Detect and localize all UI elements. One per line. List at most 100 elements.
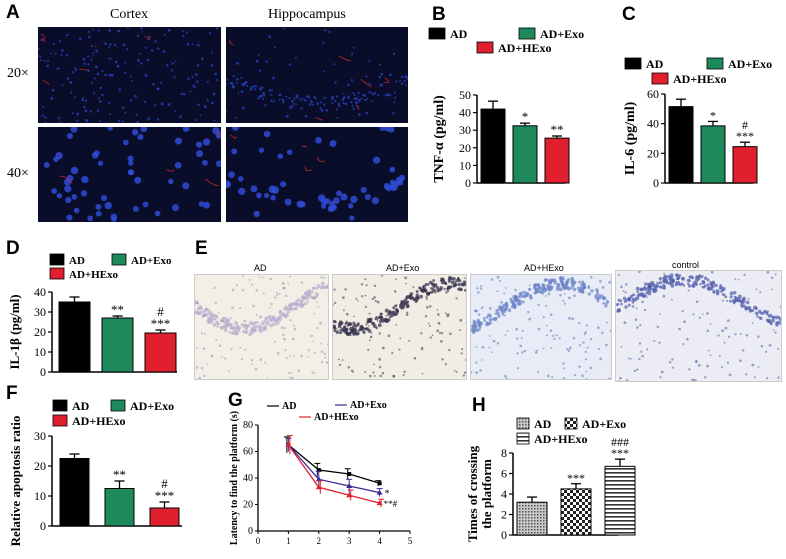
chart-h-ylabel-0: Times of crossing [468, 445, 480, 542]
chart-h-sig-ad-hexo-0: ### [611, 435, 629, 449]
chart-g-line-ad-exo [287, 444, 380, 494]
ihc-image-control-tissue [616, 271, 781, 381]
chart-c-legend-label-ad: AD [646, 57, 664, 71]
chart-latency: 0 20 40 60 80 0 1 2 3 4 5 Latency to find the platf… [229, 400, 413, 546]
chart-h-legend-swatch-ad-exo [564, 417, 578, 430]
chart-g-xtick-label-5: 5 [408, 536, 413, 546]
chart-h-ytick-label-8: 8 [501, 446, 507, 460]
chart-b-bar-ad-exo [512, 125, 538, 184]
chart-c-bar-ad [668, 106, 694, 184]
chart-d-ylabel: IL-1β (pg/ml) [7, 294, 22, 369]
chart-b-bar-ad [480, 108, 506, 184]
chart-c-sig-ad-hexo-0: # [742, 118, 748, 132]
chart-h-sig-ad-hexo-1: *** [611, 446, 629, 460]
chart-f-legend-swatch-ad-hexo [52, 414, 68, 427]
chart-c-bar-ad-hexo [732, 146, 758, 184]
panel-letter-g: G [228, 390, 243, 411]
chart-d-ytick-label-40: 40 [34, 285, 46, 299]
micrograph-hippocampus-40x-cells [226, 127, 406, 221]
panel-letter-d: D [6, 238, 20, 259]
chart-f-legend-label-ad-exo: AD+Exo [130, 399, 174, 413]
ihc-label-ad-hexo: AD+HExo [524, 263, 564, 273]
chart-h-legend-label-ad: AD [534, 417, 552, 431]
chart-g-line-ad [287, 444, 380, 484]
chart-g-xtick-label-1: 1 [286, 536, 291, 546]
chart-d-legend-swatch-ad [49, 253, 65, 266]
chart-b-ytick-label-30: 30 [459, 123, 471, 137]
ihc-label-ad-exo: AD+Exo [386, 263, 420, 273]
chart-b-ytick-label-10: 10 [459, 158, 471, 172]
chart-h-bar-ad-exo [560, 488, 592, 536]
chart-apoptosis: AD AD+Exo AD+HExo 0 10 20 30 Relative apoptosis… [8, 399, 182, 547]
chart-c-ylabel: IL-6 (pg/ml) [623, 101, 638, 175]
chart-f-legend-swatch-ad [52, 399, 68, 412]
chart-d-sig-ad-hexo-0: # [157, 304, 164, 319]
chart-d-ytick-label-30: 30 [34, 305, 46, 319]
chart-c-ytick-label-20: 20 [647, 146, 659, 160]
chart-g-ytick-label-80: 80 [243, 420, 253, 431]
chart-d-ytick-label-0: 0 [40, 365, 46, 379]
chart-d-sig-ad-exo: ** [111, 302, 124, 317]
chart-il-1-beta: AD AD+Exo AD+HExo 0 10 20 30 40 IL-1β (pg/ml) ** #… [7, 253, 177, 379]
micrograph-cortex-20x [38, 27, 221, 123]
chart-g-point-ad-hexo-2 [315, 484, 322, 490]
chart-h-bar-ad [516, 501, 548, 536]
chart-g-ytick-label-40: 40 [243, 473, 253, 484]
chart-b-ytick-label-40: 40 [459, 106, 471, 120]
chart-g-legend-label-ad: AD [282, 401, 296, 412]
chart-d-legend-label-ad-exo: AD+Exo [131, 255, 172, 267]
chart-g-point-ad-hexo-1 [285, 441, 292, 447]
micrograph-cortex-20x-cells [38, 27, 219, 123]
chart-b-ytick-label-20: 20 [459, 141, 471, 155]
chart-b-legend-label-ad-exo: AD+Exo [540, 27, 584, 41]
chart-c-legend-swatch-ad-exo [706, 57, 724, 70]
chart-b-ytick-label-0: 0 [465, 176, 471, 190]
chart-g-point-ad-3 [347, 472, 352, 477]
chart-f-ytick-label-20: 20 [34, 459, 46, 473]
panel-letter-h: H [472, 395, 486, 416]
chart-c-ytick-label-0: 0 [653, 176, 659, 190]
chart-g-xtick-label-0: 0 [256, 536, 261, 546]
chart-b-ytick-label-50: 50 [459, 88, 471, 102]
chart-d-bar-ad [58, 301, 91, 373]
chart-g-ylabel: Latency to find the platform (s) [229, 411, 240, 545]
chart-g-ytick-label-60: 60 [243, 447, 253, 458]
chart-b-bar-ad-hexo [544, 137, 570, 184]
chart-g-xtick-label-3: 3 [347, 536, 352, 546]
chart-h-bar-ad-hexo [604, 465, 636, 536]
chart-g-point-ad-4 [377, 481, 382, 486]
micrograph-cortex-40x-cells [43, 127, 221, 222]
chart-f-ytick-label-0: 0 [40, 519, 46, 533]
chart-g-ytick-label-20: 20 [243, 500, 253, 511]
chart-c-legend-label-ad-hexo: AD+HExo [673, 72, 727, 86]
panel-letter-c: C [622, 4, 636, 25]
chart-c-ytick-label-40: 40 [647, 117, 659, 131]
chart-f-sig-ad-hexo-1: *** [155, 488, 175, 503]
chart-h-sig-ad-exo: *** [567, 471, 585, 485]
chart-g-sig-exo: * [385, 489, 390, 500]
chart-g-legend-label-ad-hexo: AD+HExo [314, 412, 359, 423]
chart-g-legend-label-ad-exo: AD+Exo [350, 400, 387, 411]
chart-f-bar-ad-exo [104, 488, 135, 527]
chart-d-ytick-label-10: 10 [34, 345, 46, 359]
panel-letter-b: B [432, 4, 446, 25]
chart-b-legend-swatch-ad-exo [518, 27, 536, 40]
chart-h-ylabel-1: the platform [479, 459, 494, 529]
chart-f-legend-label-ad-hexo: AD+HExo [72, 414, 126, 428]
chart-g-point-ad-2 [316, 468, 321, 473]
chart-g-sig-hexo: **# [384, 499, 398, 509]
col-label-cortex: Cortex [110, 7, 149, 22]
micrograph-hippocampus-20x-cells [226, 27, 408, 121]
chart-f-ytick-label-30: 30 [34, 429, 46, 443]
ihc-label-ad: AD [254, 263, 267, 273]
chart-c-ytick-label-60: 60 [647, 87, 659, 101]
chart-b-sig-ad-exo: * [522, 109, 529, 124]
chart-h-legend-label-ad-exo: AD+Exo [582, 417, 626, 431]
chart-b-legend-label-ad: AD [450, 27, 468, 41]
chart-f-sig-ad-exo: ** [113, 467, 126, 482]
panel-letter-a: A [6, 2, 20, 23]
micrograph-hippocampus-40x [226, 127, 408, 222]
chart-f-ylabel: Relative apoptosis ratio [8, 416, 23, 547]
